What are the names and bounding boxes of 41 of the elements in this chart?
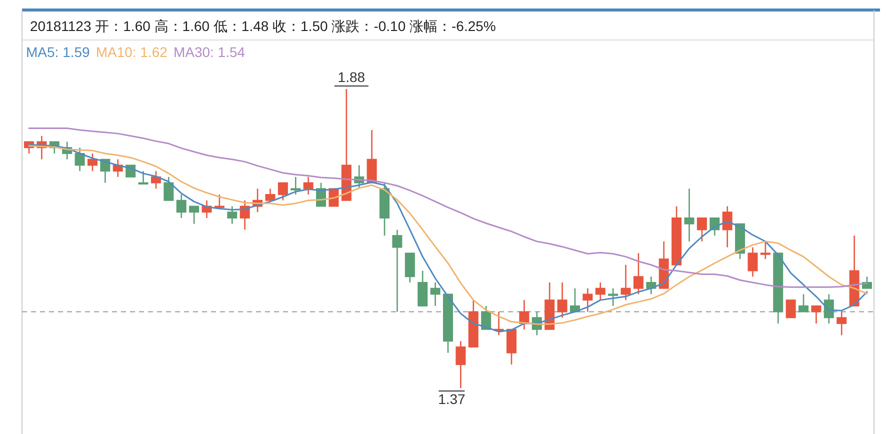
candlestick	[798, 294, 809, 312]
candlestick	[150, 170, 161, 190]
candlestick	[684, 188, 694, 242]
candlestick	[582, 288, 593, 312]
text: MA5: 1.59	[26, 44, 90, 60]
candlestick	[418, 270, 428, 307]
candlestick	[557, 282, 568, 318]
candlestick	[748, 246, 758, 278]
candlestick	[87, 152, 98, 172]
candlestick	[74, 146, 85, 172]
candlestick	[227, 206, 238, 224]
chart-title: 20181123 开：1.60 高：1.60 低：1.48 收：1.50 涨跌：-0.10 涨幅：-6.25%	[30, 18, 496, 34]
candlestick	[176, 194, 186, 219]
candlestick	[265, 188, 276, 202]
candlestick	[506, 328, 516, 366]
text: MA10: 1.62	[96, 44, 168, 60]
text: MA30: 1.54	[173, 44, 246, 60]
annotation: 1.88	[338, 69, 366, 85]
candlestick	[404, 252, 415, 284]
candlestick	[836, 311, 847, 336]
candlestick	[278, 182, 288, 202]
candlestick	[696, 217, 707, 242]
candlestick	[620, 264, 631, 301]
candlestick	[608, 288, 618, 307]
candlestick	[811, 305, 822, 324]
candlestick	[722, 206, 732, 248]
candlestick	[290, 176, 301, 196]
candlestick	[595, 282, 606, 301]
candlestick	[392, 229, 402, 312]
candlestick	[189, 206, 200, 224]
candlestick	[456, 340, 466, 389]
candlestick	[760, 240, 770, 260]
candlestick	[633, 252, 644, 295]
candlestick	[786, 300, 796, 318]
candlestick	[138, 170, 148, 185]
text: 1.37	[438, 391, 466, 407]
candlestick	[481, 305, 492, 330]
candlestick	[164, 176, 174, 202]
candlestick	[824, 294, 834, 324]
candlestick	[430, 282, 440, 307]
candlestick	[303, 176, 314, 196]
